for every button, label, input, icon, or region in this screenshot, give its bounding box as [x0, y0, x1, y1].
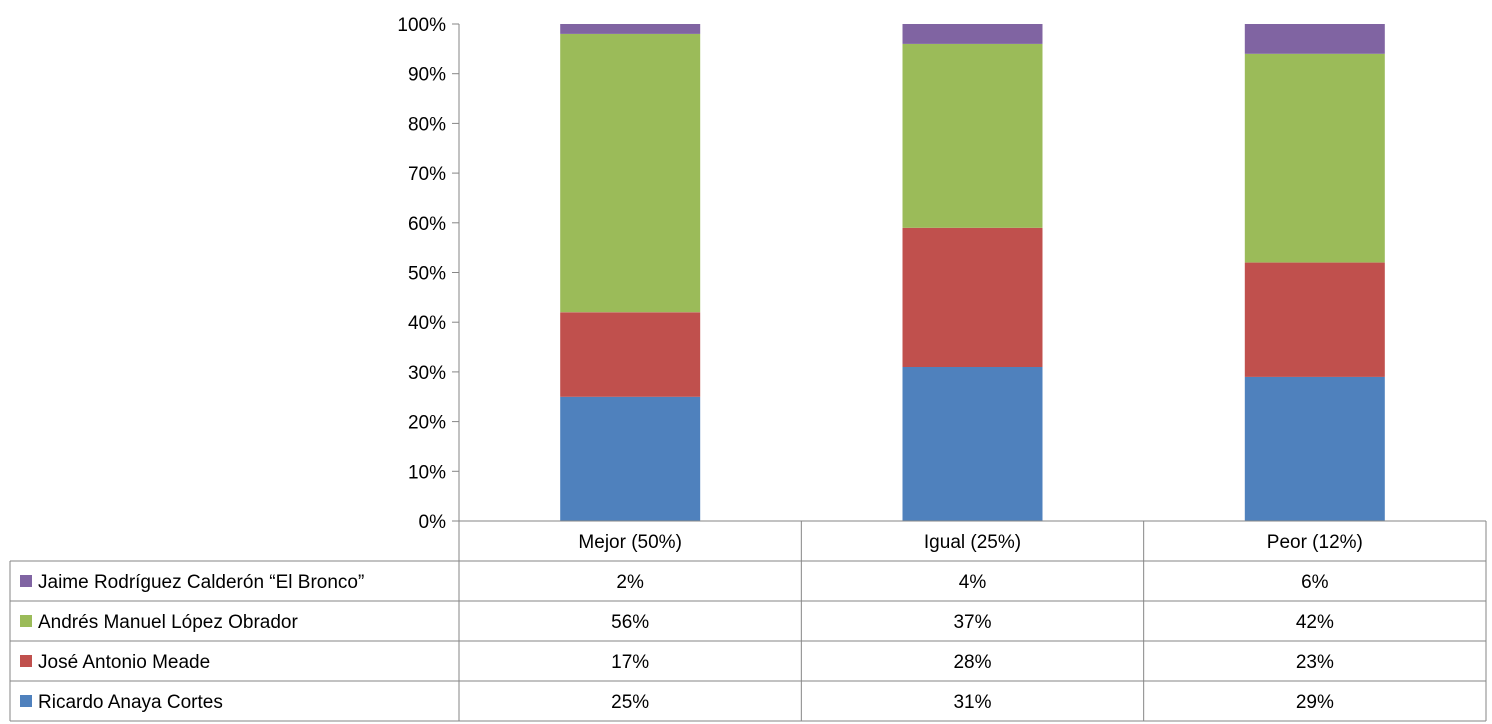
y-tick-label: 80%: [408, 114, 446, 135]
legend-label: Ricardo Anaya Cortes: [38, 692, 223, 713]
bar-jose-antonio-meade-peor-12: [1244, 262, 1385, 377]
legend-key-jaime-rodriguez-calderon-el-bronco: [20, 575, 32, 587]
bars-layer: [560, 24, 1385, 522]
bar-jaime-rodriguez-calderon-el-bronco-igual-25: [902, 24, 1043, 44]
y-tick-label: 20%: [408, 413, 446, 434]
bar-andres-manuel-lopez-obrador-mejor-50: [560, 33, 701, 313]
data-label: 56%: [611, 612, 649, 633]
data-table: Mejor (50%) Igual (25%) Peor (12%) Jaime Ro…: [9, 520, 1487, 722]
x-category-label: Peor (12%): [1267, 532, 1363, 553]
data-label: 4%: [959, 572, 987, 593]
legend-label: José Antonio Meade: [38, 652, 210, 673]
y-tick-label: 60%: [408, 214, 446, 235]
legend-label: Jaime Rodríguez Calderón “El Bronco”: [38, 572, 364, 593]
y-tick-label: 10%: [408, 462, 446, 483]
data-label: 2%: [616, 572, 644, 593]
data-label: 6%: [1301, 572, 1329, 593]
x-category-label: Igual (25%): [924, 532, 1021, 553]
y-tick-label: 30%: [408, 363, 446, 384]
data-label: 17%: [611, 652, 649, 673]
legend-key-andres-manuel-lopez-obrador: [20, 615, 32, 627]
axes-layer: 0% 10% 20% 30% 40% 50% 60% 70% 80% 90% 100%: [397, 15, 460, 533]
bar-andres-manuel-lopez-obrador-igual-25: [902, 43, 1043, 228]
bar-ricardo-anaya-cortes-mejor-50: [560, 396, 701, 522]
x-category-label: Mejor (50%): [578, 532, 681, 553]
bar-ricardo-anaya-cortes-igual-25: [902, 366, 1043, 521]
data-label: 31%: [953, 692, 991, 713]
legend-key-ricardo-anaya-cortes: [20, 695, 32, 707]
data-label: 25%: [611, 692, 649, 713]
bar-andres-manuel-lopez-obrador-peor-12: [1244, 53, 1385, 263]
legend-key-jose-antonio-meade: [20, 655, 32, 667]
y-tick-label: 0%: [419, 512, 447, 533]
data-label: 28%: [953, 652, 991, 673]
y-tick-label: 50%: [408, 264, 446, 285]
data-label: 23%: [1296, 652, 1334, 673]
y-tick-label: 100%: [397, 15, 446, 36]
data-label: 42%: [1296, 612, 1334, 633]
data-label: 37%: [953, 612, 991, 633]
y-tick-label: 40%: [408, 313, 446, 334]
bar-jose-antonio-meade-igual-25: [902, 227, 1043, 367]
y-tick-label: 70%: [408, 164, 446, 185]
bar-jaime-rodriguez-calderon-el-bronco-mejor-50: [560, 24, 701, 34]
bar-ricardo-anaya-cortes-peor-12: [1244, 376, 1385, 521]
legend-label: Andrés Manuel López Obrador: [38, 612, 298, 633]
bar-jaime-rodriguez-calderon-el-bronco-peor-12: [1244, 24, 1385, 54]
data-label: 29%: [1296, 692, 1334, 713]
bar-jose-antonio-meade-mejor-50: [560, 312, 701, 397]
y-tick-label: 90%: [408, 65, 446, 86]
